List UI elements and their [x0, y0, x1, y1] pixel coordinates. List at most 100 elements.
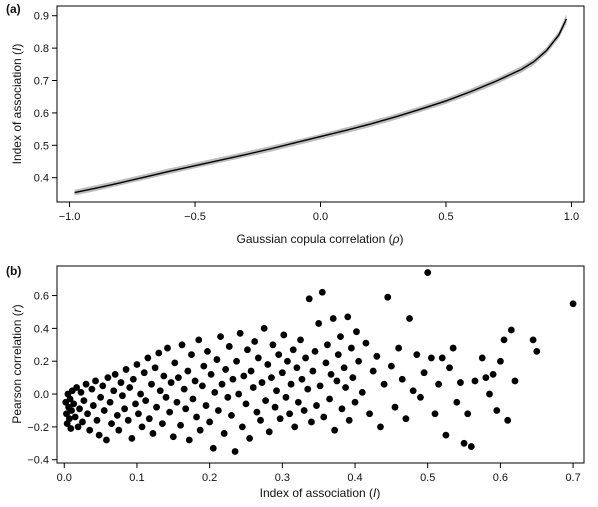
scatter-point — [305, 295, 313, 303]
scatter-point — [294, 398, 302, 406]
panel-a-plot-frame — [56, 5, 585, 203]
scatter-point — [504, 416, 512, 424]
scatter-point — [173, 398, 181, 406]
panel-b-x-tick-label: 0.3 — [275, 472, 290, 484]
scatter-point — [377, 423, 384, 431]
scatter-point — [244, 346, 251, 354]
scatter-point — [322, 359, 330, 367]
scatter-point — [395, 344, 403, 352]
scatter-point — [124, 416, 132, 424]
scatter-point — [93, 416, 101, 424]
panel-a-line-layer — [74, 18, 568, 194]
scatter-point — [137, 390, 144, 398]
scatter-point — [110, 387, 118, 395]
panel-a-y-tick-label: 0.5 — [34, 140, 49, 152]
panel-b-y-tick-label: −0.4 — [27, 455, 49, 467]
scatter-point — [260, 324, 268, 332]
scatter-point — [213, 356, 221, 363]
scatter-point — [126, 384, 134, 391]
scatter-point — [453, 398, 461, 406]
scatter-point — [467, 443, 475, 450]
scatter-point — [76, 405, 83, 413]
panel-a-x-axis-label: Gaussian copula correlation (ρ) — [237, 232, 404, 246]
scatter-point — [438, 354, 446, 362]
scatter-point — [406, 315, 413, 322]
panel-a-x-tick-label: −1.0 — [59, 211, 81, 223]
scatter-point — [74, 423, 82, 431]
scatter-point — [193, 413, 200, 421]
scatter-point — [106, 398, 114, 406]
scatter-point — [142, 397, 150, 405]
scatter-point — [206, 418, 214, 426]
scatter-point — [424, 269, 432, 276]
panel-a-x-tick-label: 0.5 — [438, 211, 453, 223]
scatter-point — [253, 408, 261, 416]
panel-b-x-tick-label: 0.5 — [420, 472, 435, 484]
panel-a-y-tick-label: 0.7 — [34, 76, 49, 88]
panel-b-y-tick-label: 0.4 — [34, 323, 49, 335]
scatter-point — [144, 354, 152, 362]
scatter-point — [220, 430, 228, 437]
scatter-point — [104, 374, 112, 382]
scatter-point — [420, 369, 428, 377]
scatter-point — [70, 400, 78, 408]
scatter-point — [300, 407, 308, 414]
scatter-point — [71, 413, 79, 421]
scatter-point — [240, 372, 248, 380]
scatter-point — [140, 369, 148, 377]
panel-b-plot-frame — [56, 265, 585, 464]
scatter-point — [67, 425, 75, 432]
scatter-point — [242, 400, 250, 408]
scatter-point — [486, 390, 493, 398]
scatter-point — [224, 393, 232, 401]
scatter-point — [337, 333, 344, 340]
scatter-point — [338, 405, 346, 413]
scatter-point — [384, 293, 392, 301]
scatter-point — [275, 351, 283, 359]
scatter-point — [298, 375, 306, 383]
panel-a-y-tick-label: 0.9 — [34, 11, 49, 23]
scatter-point — [313, 402, 320, 409]
scatter-point — [398, 375, 406, 383]
scatter-point — [92, 377, 99, 385]
scatter-point — [409, 387, 417, 395]
scatter-point — [258, 379, 266, 386]
scatter-point — [204, 347, 211, 355]
panel-b-x-tick-label: 0.4 — [347, 472, 362, 484]
scatter-point — [402, 415, 410, 423]
scatter-point — [153, 403, 160, 411]
scatter-point — [291, 423, 299, 431]
scatter-point — [251, 338, 259, 345]
panel-a-y-axis-label: Index of association (I) — [10, 44, 24, 165]
scatter-point — [207, 370, 215, 378]
scatter-point — [160, 372, 168, 380]
scatter-point — [497, 357, 504, 365]
scatter-point — [218, 380, 226, 388]
scatter-point — [122, 366, 130, 373]
scatter-point — [297, 336, 304, 344]
scatter-point — [121, 405, 129, 413]
scatter-point — [211, 389, 219, 396]
scatter-point — [129, 375, 137, 383]
panel-b-x-tick-label: 0.0 — [57, 472, 72, 484]
scatter-point — [148, 380, 155, 388]
panel-b-x-ticks: 0.0 0.1 0.2 0.3 0.4 0.5 0.6 0.7 — [57, 463, 581, 484]
scatter-point — [427, 354, 435, 362]
scatter-point — [464, 410, 472, 418]
scatter-point — [493, 407, 501, 414]
scatter-point — [333, 377, 341, 385]
scatter-point — [108, 420, 115, 427]
scatter-point — [340, 364, 348, 372]
scatter-point — [191, 377, 199, 385]
scatter-point — [222, 366, 230, 373]
scatter-point — [79, 418, 86, 426]
scatter-point — [188, 351, 195, 359]
scatter-point — [189, 395, 197, 403]
panel-b-points-layer — [62, 269, 577, 455]
scatter-point — [68, 407, 75, 414]
scatter-point — [195, 336, 203, 344]
scatter-point — [178, 341, 186, 349]
scatter-point — [198, 382, 206, 390]
panel-a-y-tick-label: 0.4 — [34, 173, 49, 185]
